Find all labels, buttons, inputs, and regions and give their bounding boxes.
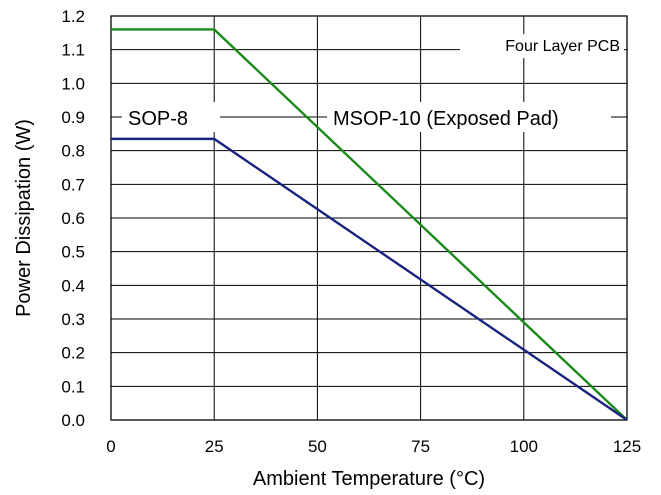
x-tick-label: 125: [613, 437, 641, 456]
y-tick-label: 0.5: [61, 243, 85, 262]
board-label: Four Layer PCB: [505, 38, 620, 55]
msop10-label-background: [327, 102, 611, 132]
y-tick-label: 0.2: [61, 344, 85, 363]
y-tick-label: 0.7: [61, 175, 85, 194]
y-tick-label: 0.9: [61, 108, 85, 127]
horizontal-gridlines: [111, 15, 627, 421]
y-tick-label: 0.1: [61, 377, 85, 396]
x-tick-label: 100: [510, 437, 538, 456]
x-tick-label: 75: [411, 437, 430, 456]
series-layer: [111, 28, 628, 421]
board-label-background: [460, 34, 624, 58]
x-tick-label: 50: [308, 437, 327, 456]
y-tick-label: 0.0: [61, 411, 85, 430]
x-tick-labels: 0 25 50 75 100 125: [106, 437, 641, 456]
y-tick-labels: 0.0 0.1 0.2 0.3 0.4 0.5 0.6 0.7 0.8 0.9 1.0 1.1 1.2: [61, 7, 85, 430]
msop10-label: MSOP-10 (Exposed Pad): [333, 108, 559, 130]
sop8-label: SOP-8: [128, 108, 188, 130]
y-tick-label: 0.8: [61, 142, 85, 161]
y-tick-label: 0.6: [61, 209, 85, 228]
y-tick-label: 0.3: [61, 310, 85, 329]
x-tick-label: 25: [205, 437, 224, 456]
plot-frame: [110, 15, 628, 421]
x-axis-title: Ambient Temperature (°C): [253, 468, 485, 490]
y-tick-label: 0.4: [61, 276, 85, 295]
y-tick-label: 1.0: [61, 74, 85, 93]
sop8-label-background: [122, 102, 220, 132]
y-axis-title: Power Dissipation (W): [13, 119, 35, 317]
series-line-1: [111, 137, 628, 421]
y-tick-label: 1.1: [61, 41, 85, 60]
x-tick-label: 0: [106, 437, 115, 456]
series-line-0: [111, 28, 628, 421]
y-tick-label: 1.2: [61, 7, 85, 26]
